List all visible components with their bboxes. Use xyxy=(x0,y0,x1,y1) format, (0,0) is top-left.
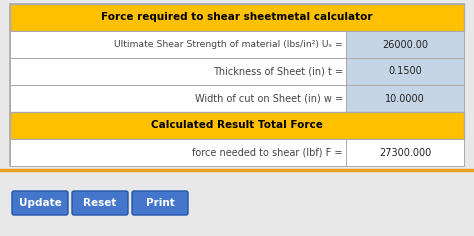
Bar xyxy=(10,85,346,112)
Text: Ultimate Shear Strength of material (lbs/in²) Uₛ =: Ultimate Shear Strength of material (lbs… xyxy=(114,40,343,49)
Text: Update: Update xyxy=(18,198,61,207)
Bar xyxy=(346,58,464,85)
Text: 10.0000: 10.0000 xyxy=(385,93,425,104)
Text: Reset: Reset xyxy=(83,198,117,207)
Text: Print: Print xyxy=(146,198,174,207)
Bar xyxy=(10,139,346,166)
FancyBboxPatch shape xyxy=(12,191,68,215)
Bar xyxy=(10,4,464,31)
Text: 27300.000: 27300.000 xyxy=(379,148,431,157)
Text: Force required to shear sheetmetal calculator: Force required to shear sheetmetal calcu… xyxy=(101,13,373,22)
Text: 0.1500: 0.1500 xyxy=(388,67,422,76)
Bar xyxy=(346,85,464,112)
Text: Width of cut on Sheet (in) w =: Width of cut on Sheet (in) w = xyxy=(195,93,343,104)
Text: force needed to shear (lbf) F =: force needed to shear (lbf) F = xyxy=(192,148,343,157)
Bar xyxy=(346,31,464,58)
Bar xyxy=(346,139,464,166)
Text: 26000.00: 26000.00 xyxy=(382,39,428,50)
Bar xyxy=(10,4,464,166)
FancyBboxPatch shape xyxy=(72,191,128,215)
Bar xyxy=(10,58,346,85)
Bar xyxy=(10,31,346,58)
Text: Thickness of Sheet (in) t =: Thickness of Sheet (in) t = xyxy=(213,67,343,76)
FancyBboxPatch shape xyxy=(132,191,188,215)
Bar xyxy=(10,112,464,139)
Text: Calculated Result Total Force: Calculated Result Total Force xyxy=(151,121,323,131)
